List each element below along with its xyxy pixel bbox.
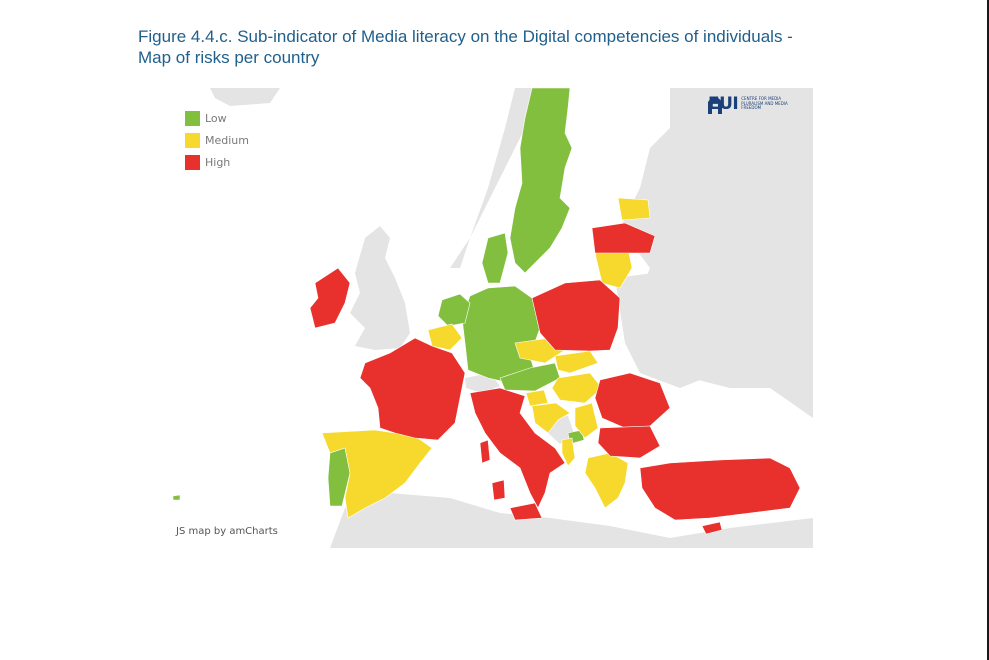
uk-landmass <box>350 226 410 350</box>
country-slovakia <box>554 350 599 374</box>
map-credit[interactable]: JS map by amCharts <box>176 526 278 537</box>
belarus-ukraine-landmass <box>615 268 730 388</box>
country-denmark <box>481 232 509 284</box>
legend-swatch-low <box>185 110 200 126</box>
country-croatia <box>531 402 571 434</box>
country-sicily-sardinia <box>491 479 543 521</box>
country-italy <box>469 387 566 509</box>
legend-label-high: High <box>205 155 231 169</box>
eui-logo: EUI CENTRE FOR MEDIA PLURALISM AND MEDIA… <box>706 94 789 114</box>
high-risk-countries <box>309 222 801 535</box>
country-netherlands <box>437 293 471 327</box>
figure-caption: Figure 4.4.c. Sub-indicator of Media lit… <box>138 26 898 68</box>
iceland-landmass <box>210 88 280 106</box>
north-africa-landmass <box>330 493 813 548</box>
country-serbia <box>574 402 599 439</box>
legend-swatch-medium <box>185 132 200 148</box>
legend-swatch-high <box>185 154 200 170</box>
map-legend: Low Medium High <box>185 107 249 173</box>
country-malta <box>172 494 181 501</box>
country-corsica <box>479 439 491 464</box>
country-cyprus <box>701 521 723 535</box>
country-latvia <box>591 222 656 254</box>
country-sweden <box>509 88 573 274</box>
legend-item-low[interactable]: Low <box>185 107 249 129</box>
background-land <box>210 88 813 548</box>
country-ireland <box>309 267 351 329</box>
country-slovenia <box>525 389 549 407</box>
country-poland <box>531 279 621 352</box>
legend-label-medium: Medium <box>205 133 249 147</box>
country-romania <box>594 372 671 429</box>
norway-landmass <box>450 88 540 268</box>
country-estonia <box>617 197 651 221</box>
legend-item-medium[interactable]: Medium <box>185 129 249 151</box>
risk-map: Low Medium High EUI CENTRE FOR MEDIA PLU… <box>170 88 813 548</box>
legend-label-low: Low <box>205 111 227 125</box>
country-bulgaria <box>597 425 661 459</box>
eui-emblem-icon <box>708 97 722 114</box>
country-hungary <box>551 372 603 404</box>
country-turkey <box>639 457 801 521</box>
country-greece <box>584 452 629 509</box>
country-montenegro-albania <box>561 437 576 467</box>
country-france <box>359 337 466 441</box>
caption-line-1: Figure 4.4.c. Sub-indicator of Media lit… <box>138 27 793 46</box>
country-belgium <box>427 323 463 351</box>
legend-item-high[interactable]: High <box>185 151 249 173</box>
caption-line-2: Map of risks per country <box>138 48 320 67</box>
eui-logo-subtext: CENTRE FOR MEDIA PLURALISM AND MEDIA FRE… <box>741 96 788 111</box>
map-canvas <box>170 88 813 548</box>
low-risk-countries <box>172 88 585 507</box>
page-border <box>987 0 989 660</box>
medium-risk-countries <box>321 197 651 519</box>
